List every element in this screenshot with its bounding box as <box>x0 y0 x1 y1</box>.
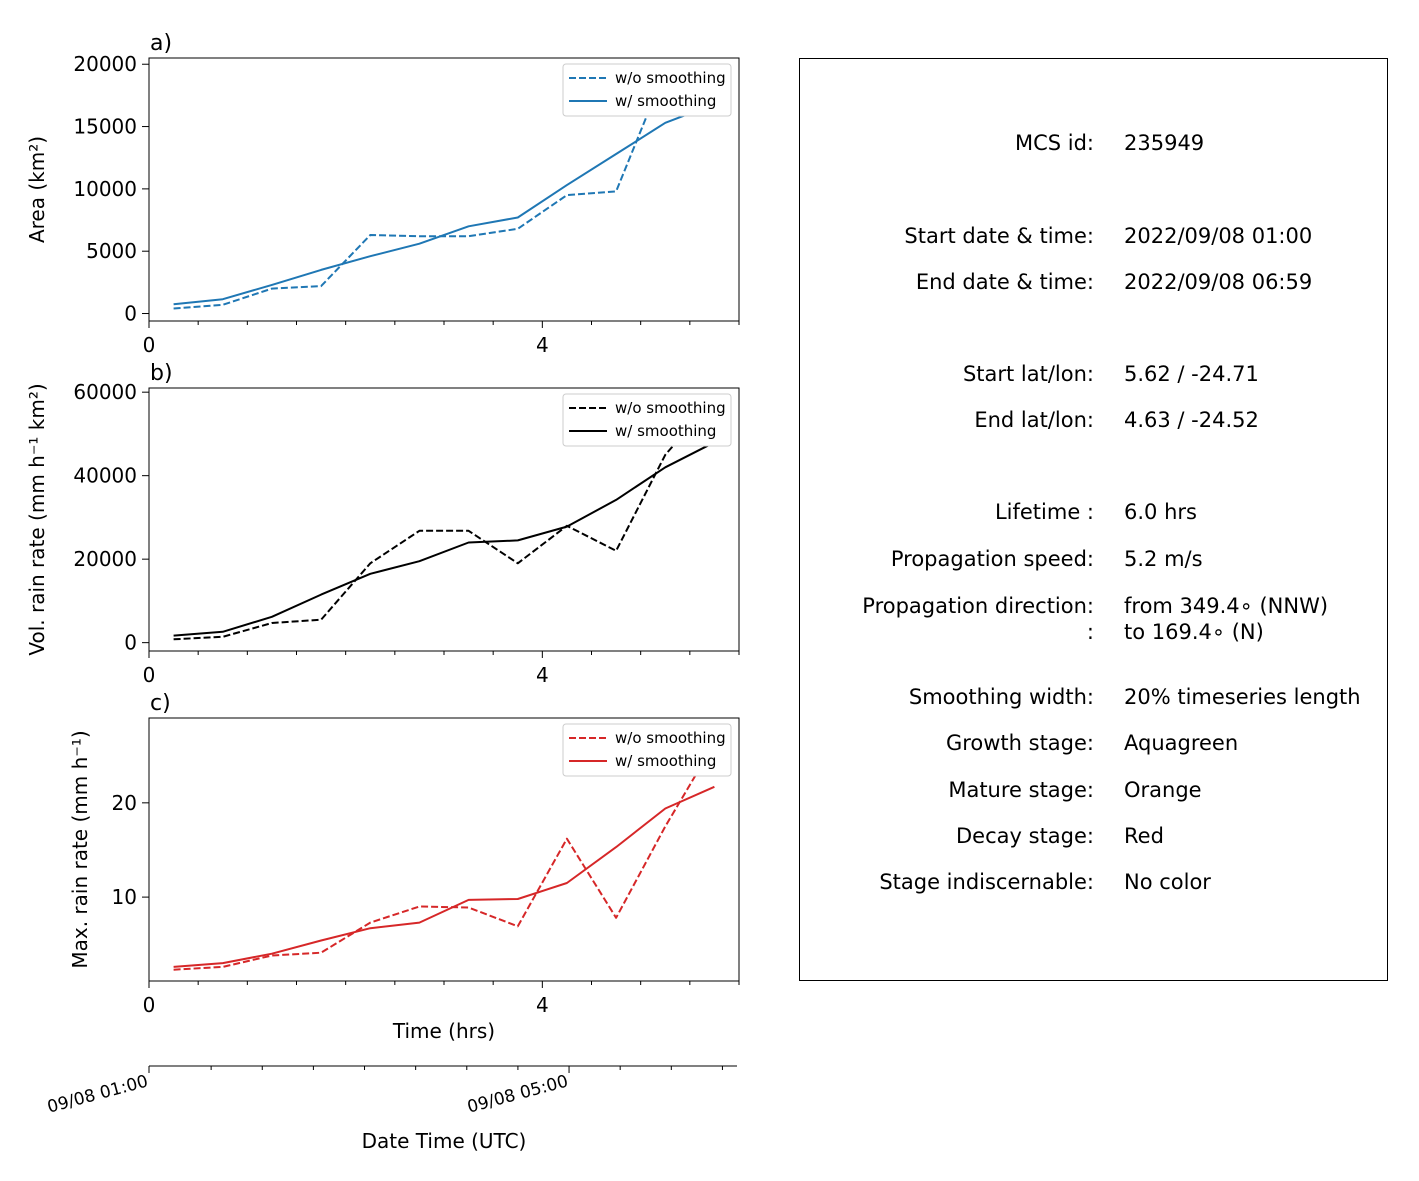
series-line-with-smoothing <box>173 785 715 968</box>
info-value: 2022/09/08 01:00 <box>1124 224 1313 248</box>
panel-a: a) 0 5000 10000 15000 20000 0 4 Area (km²) w/o sm… <box>25 31 740 357</box>
panel-label: b) <box>150 361 173 386</box>
y-tick-label: 60000 <box>73 380 137 404</box>
datetime-tick-label: 09/08 01:00 <box>45 1072 150 1118</box>
info-label: Decay stage: <box>956 824 1094 848</box>
legend-label: w/o smoothing <box>615 69 726 87</box>
info-value: 5.2 m/s <box>1124 547 1203 571</box>
datetime-tick-label: 09/08 05:00 <box>465 1072 570 1118</box>
datetime-axis: 09/08 01:00 09/08 05:00 Date Time (UTC) <box>45 1065 737 1153</box>
x-tick-label: 4 <box>536 993 549 1017</box>
legend-label: w/ smoothing <box>615 422 716 440</box>
info-value: to 169.4∘ (N) <box>1124 620 1264 644</box>
info-value: 20% timeseries length <box>1124 685 1361 709</box>
info-label: Smoothing width: <box>908 685 1094 709</box>
y-tick-label: 10000 <box>73 177 137 201</box>
info-value: No color <box>1124 870 1211 894</box>
info-value: 2022/09/08 06:59 <box>1124 270 1313 294</box>
y-tick-label: 20000 <box>73 52 137 76</box>
x-tick-label: 0 <box>143 333 156 357</box>
legend-label: w/o smoothing <box>615 729 726 747</box>
series-line-without-smoothing <box>173 397 716 641</box>
legend-label: w/ smoothing <box>615 92 716 110</box>
series-line-with-smoothing <box>173 103 715 306</box>
x-tick-label: 0 <box>143 663 156 687</box>
legend-label: w/o smoothing <box>615 399 726 417</box>
x-axis-label: Time (hrs) <box>392 1019 495 1043</box>
info-label: Lifetime : <box>994 500 1094 524</box>
x-tick-label: 4 <box>536 333 549 357</box>
y-tick-label: 20000 <box>73 547 137 571</box>
info-value: from 349.4∘ (NNW) <box>1124 594 1329 618</box>
info-value: Red <box>1124 824 1164 848</box>
legend: w/o smoothing w/ smoothing <box>562 63 732 117</box>
panel-label: a) <box>150 31 172 56</box>
x-tick-label: 0 <box>143 993 156 1017</box>
info-label: Start date & time: <box>904 224 1094 248</box>
info-value: 6.0 hrs <box>1124 500 1197 524</box>
datetime-axis-label: Date Time (UTC) <box>362 1129 527 1153</box>
y-tick-label: 5000 <box>86 239 137 263</box>
y-tick-label: 40000 <box>73 464 137 488</box>
mcs-info-box <box>799 58 1388 981</box>
legend: w/o smoothing w/ smoothing <box>562 393 732 447</box>
info-label: End lat/lon: <box>974 408 1094 432</box>
info-value: 5.62 / -24.71 <box>1124 362 1259 386</box>
info-value: Orange <box>1124 778 1202 802</box>
legend-label: w/ smoothing <box>615 752 716 770</box>
info-value: Aquagreen <box>1124 731 1239 755</box>
y-axis-label: Vol. rain rate (mm h⁻¹ km²) <box>25 383 49 655</box>
y-tick-label: 0 <box>124 302 137 326</box>
info-label: Propagation speed: <box>890 547 1094 571</box>
info-label: Mature stage: <box>948 778 1094 802</box>
info-value: 4.63 / -24.52 <box>1124 408 1259 432</box>
legend: w/o smoothing w/ smoothing <box>562 723 732 777</box>
info-label: : <box>1086 620 1094 644</box>
panel-label: c) <box>150 691 171 716</box>
y-tick-label: 15000 <box>73 115 137 139</box>
info-label: Start lat/lon: <box>962 362 1094 386</box>
info-label: Stage indiscernable: <box>879 870 1094 894</box>
y-axis-label: Max. rain rate (mm h⁻¹) <box>68 730 92 968</box>
info-label: MCS id: <box>1014 131 1094 155</box>
x-tick-label: 4 <box>536 663 549 687</box>
panel-c: c) 10 20 0 4 Max. rain rate (mm h⁻¹) Time (hrs… <box>68 691 740 1043</box>
panel-b: b) 0 20000 40000 60000 0 4 Vol. rain rate (mm h… <box>25 361 740 687</box>
y-tick-label: 20 <box>112 791 137 815</box>
info-label: Growth stage: <box>945 731 1094 755</box>
y-tick-label: 0 <box>124 631 137 655</box>
series-line-without-smoothing <box>173 69 716 310</box>
info-label: Propagation direction: <box>862 594 1094 618</box>
series-line-without-smoothing <box>173 742 716 971</box>
y-axis-label: Area (km²) <box>25 136 49 243</box>
info-value: 235949 <box>1124 131 1205 155</box>
info-label: End date & time: <box>915 270 1094 294</box>
series-line-with-smoothing <box>173 441 715 637</box>
y-tick-label: 10 <box>112 885 137 909</box>
